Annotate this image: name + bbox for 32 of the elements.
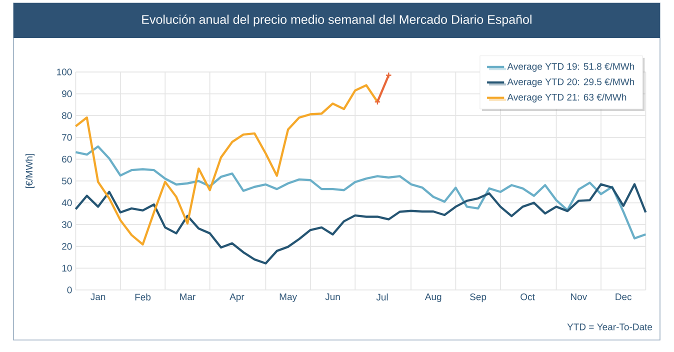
y-tick-label: 90 [62, 90, 72, 98]
x-tick-label: Jul [376, 294, 388, 300]
x-tick-label: Dec [616, 294, 632, 300]
x-tick-label: Feb [135, 294, 151, 300]
y-tick-label: 80 [62, 112, 72, 119]
y-tick-label: 100 [57, 68, 72, 76]
line-series [74, 183, 647, 264]
line-series [74, 84, 379, 246]
text: YTD = Year-To-Date [567, 324, 652, 330]
x-tick-label: Sep [470, 294, 486, 302]
line-series [74, 145, 647, 240]
y-tick-label: 70 [62, 134, 72, 141]
x-tick-label: Jun [325, 294, 340, 300]
chart-title: Evolución anual del precio medio semanal del Mercado Diario Español [142, 14, 532, 26]
x-tick-label: Nov [570, 294, 588, 300]
y-tick-label: 40 [62, 199, 72, 206]
x-tick-label: Mar [180, 294, 196, 300]
legend-label: Average YTD 21: 63 €/MWh [507, 94, 626, 102]
x-tick-label: Aug [424, 294, 442, 302]
x-tick-label: Jan [90, 294, 106, 300]
y-tick-label: 60 [62, 156, 72, 163]
legend-label: Average YTD 20: 29.5 €/MWh [507, 78, 634, 88]
x-tick-label: May [280, 294, 298, 302]
y-tick-label: 20 [62, 243, 72, 250]
y-tick-label: 50 [62, 178, 72, 184]
y-tick-label: 0 [67, 286, 72, 294]
y-tick-label: 10 [62, 264, 72, 272]
y-tick-label: 30 [62, 221, 72, 228]
x-tick-label: Oct [520, 294, 535, 300]
x-tick-label: Apr [230, 294, 244, 302]
legend-label: Average YTD 19: 51.8 €/MWh [507, 62, 634, 72]
y-axis-title: [€/MWh] [26, 154, 34, 188]
